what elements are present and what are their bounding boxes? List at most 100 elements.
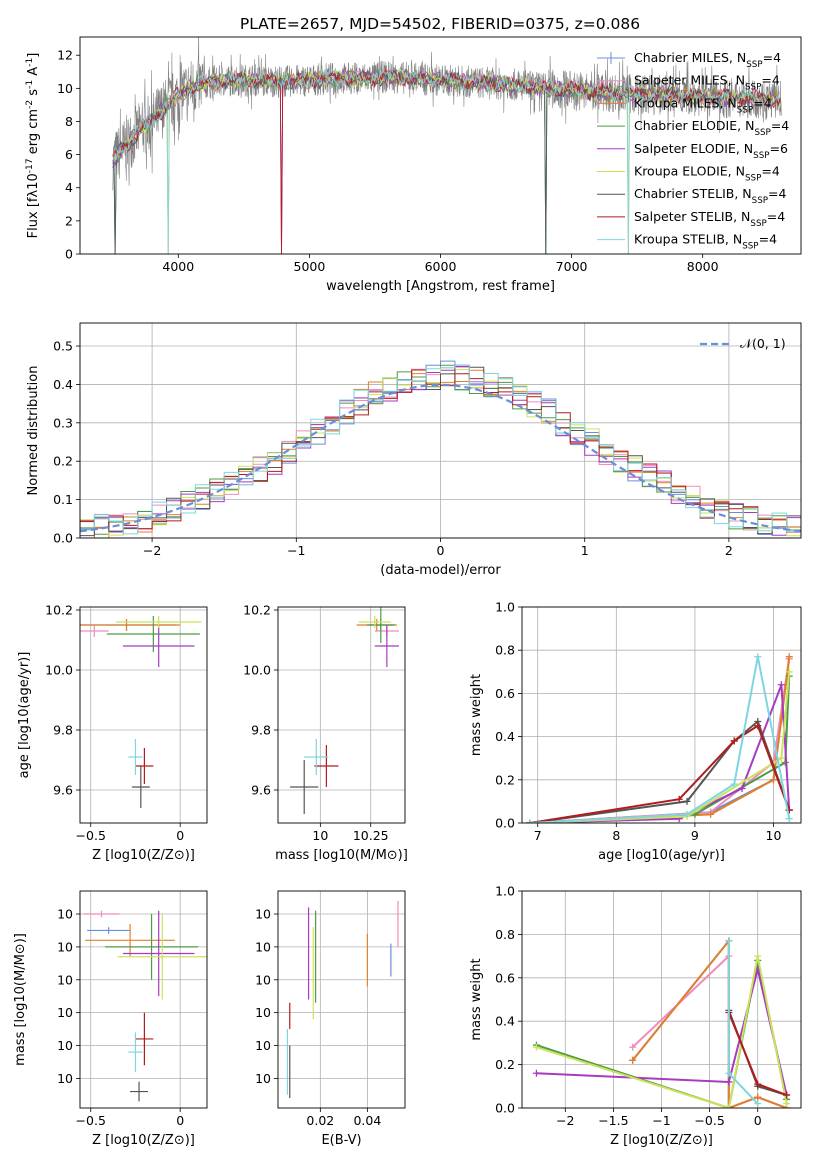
y-tick-label: 0.8 (495, 927, 515, 942)
age-vs-Z-plot (80, 616, 202, 808)
y-tick-label: 9.8 (251, 723, 271, 738)
series-point (532, 1043, 540, 1051)
residuals-plot (80, 360, 801, 538)
normal-curve (80, 383, 801, 533)
x-tick-label: 0 (754, 1113, 762, 1128)
series-point (785, 653, 793, 661)
series-point (730, 737, 738, 745)
spectrum-plot (112, 37, 782, 254)
series-line (536, 955, 788, 1108)
y-tick-label: 8 (65, 114, 73, 129)
series-line (529, 658, 791, 823)
errorbar-salpeter-miles (83, 910, 120, 918)
series-point (629, 1056, 637, 1064)
series-point (725, 1104, 733, 1108)
errorbar-kroupa-elodie (115, 616, 202, 628)
errorbar-chabrier-stelib (131, 766, 150, 808)
x-tick-label: 0 (176, 1113, 184, 1128)
y-tick-label: 0.4 (495, 729, 515, 744)
weight-vs-age-plot (526, 653, 793, 823)
y-tick-label: 10 (255, 1071, 271, 1086)
series-point (730, 780, 738, 788)
mass-vs-EBV-frame (277, 890, 406, 1109)
y-tick-label: 0.2 (495, 1057, 515, 1072)
y-tick-label: 9.6 (53, 783, 73, 798)
series-point (754, 1100, 762, 1108)
mass-vs-EBV-axes: 0.02 0.04 10 10 10 10 10 10 (255, 891, 405, 1128)
y-tick-label: 0.0 (495, 816, 515, 831)
age-vs-mass-xlabel: mass [log10(M/M⊙)] (275, 848, 408, 863)
y-tick-label: 10.0 (45, 663, 73, 678)
figure-title: PLATE=2657, MJD=54502, FIBERID=0375, z=0… (240, 15, 640, 33)
legend-label: Kroupa ELODIE, NSSP=4 (634, 164, 780, 184)
y-tick-label: 0.2 (495, 772, 515, 787)
series-point (725, 1078, 733, 1086)
series-kroupa-elodie (532, 952, 791, 1108)
series-point (754, 1080, 762, 1088)
errorbar-chabrier-elodie (105, 914, 199, 980)
legend-label: Salpeter MILES, NSSP=4 (634, 73, 780, 93)
y-tick-label: 10 (255, 907, 271, 922)
series-point (785, 668, 793, 676)
spectrum-model-chabrier-elodie (112, 68, 781, 254)
series-point (754, 952, 762, 960)
errorbar-kroupa-stelib (128, 1032, 143, 1072)
errorbar-salpeter-stelib (314, 745, 339, 787)
y-tick-label: 10 (57, 1038, 73, 1053)
errorbar-kroupa-miles (80, 619, 181, 631)
y-tick-label: 10 (255, 972, 271, 987)
mass-vs-Z-plot (83, 910, 207, 1102)
spectrum-frame (79, 36, 802, 255)
series-salpeter-stelib (526, 722, 793, 823)
series-point (783, 1091, 791, 1099)
spectrum-legend: Chabrier MILES, NSSP=4 Salpeter MILES, NS… (597, 50, 789, 252)
y-tick-label: 10 (255, 1038, 271, 1053)
y-tick-label: 10.2 (45, 603, 73, 618)
series-point (683, 797, 691, 805)
y-tick-label: 9.6 (251, 783, 271, 798)
x-tick-label: −2 (143, 543, 161, 558)
y-tick-label: 0.2 (53, 454, 73, 469)
residuals-frame (79, 322, 802, 539)
x-tick-label: 2 (725, 543, 733, 558)
spectrum-xlabel: wavelength [Angstrom, rest frame] (326, 279, 555, 294)
spectrum-ylabel: Flux [fλ10-17 erg cm-2 s-1 A-1] (25, 53, 41, 239)
y-tick-label: 0.5 (53, 339, 73, 354)
series-point (777, 681, 785, 689)
y-tick-label: 10 (57, 1071, 73, 1086)
weight-vs-Z-plot (532, 937, 791, 1108)
x-tick-label: 1 (581, 543, 589, 558)
errorbar-kroupa-stelib (304, 739, 329, 775)
residuals-legend: 𝒩(0, 1) (700, 336, 786, 351)
x-tick-label: 9 (691, 828, 699, 843)
weight-vs-Z-ylabel: mass weight (469, 958, 484, 1040)
legend-label: Salpeter ELODIE, NSSP=6 (634, 141, 788, 161)
series-point (769, 776, 777, 784)
spectrum-model-kroupa-stelib (112, 69, 781, 254)
errorbar-chabrier-stelib (290, 760, 319, 814)
mass-vs-Z-ylabel: mass [log10(M/M⊙)] (13, 933, 28, 1066)
errorbar-chabrier-miles (87, 927, 131, 934)
series-point (532, 1069, 540, 1077)
errorbar-salpeter-elodie (122, 910, 195, 997)
errorbar-chabrier-stelib (130, 1081, 148, 1102)
series-point (526, 819, 534, 823)
y-tick-label: 10 (255, 939, 271, 954)
errorbar-salpeter-elodie (122, 625, 195, 667)
errorbar-salpeter-stelib (135, 748, 154, 784)
x-tick-label: 0 (176, 828, 184, 843)
y-tick-label: 0.8 (495, 643, 515, 658)
y-tick-label: 4 (65, 180, 73, 195)
series-point (754, 653, 762, 661)
y-tick-label: 6 (65, 147, 73, 162)
series-point (785, 815, 793, 823)
series-kroupa-stelib (725, 937, 762, 1108)
weight-vs-Z-frame (521, 890, 802, 1109)
mass-vs-EBV-xlabel: E(B-V) (321, 1133, 361, 1148)
x-tick-label: −1.5 (598, 1113, 628, 1128)
y-tick-label: 10.0 (243, 663, 271, 678)
y-tick-label: 1.0 (495, 600, 515, 615)
y-tick-label: 0.4 (495, 1014, 515, 1029)
hist-kroupa-stelib (80, 364, 801, 538)
